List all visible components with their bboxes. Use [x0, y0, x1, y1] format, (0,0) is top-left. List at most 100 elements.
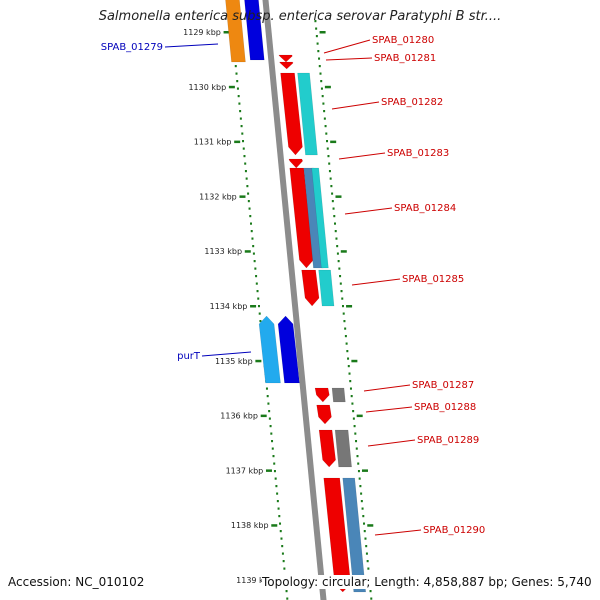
right-tick — [344, 335, 347, 338]
right-tick — [316, 42, 319, 45]
left-major-tick — [250, 305, 257, 308]
right-tick — [339, 282, 342, 285]
right-tick — [358, 477, 361, 480]
genome-title: Salmonella enterica subsp. enterica sero… — [98, 9, 502, 24]
kbp-label: 1136 kbp — [220, 412, 258, 421]
label-leader-line — [323, 39, 371, 54]
right-tick — [333, 215, 336, 218]
left-tick — [259, 320, 262, 323]
left-tick — [279, 530, 282, 533]
right-tick — [353, 425, 356, 428]
gene-spab-01285-alt — [318, 269, 335, 307]
left-tick — [272, 455, 275, 458]
right-tick — [332, 207, 335, 210]
gene-spab-01282-alt — [297, 72, 318, 156]
left-tick — [249, 215, 252, 218]
right-tick — [321, 95, 324, 98]
left-tick — [244, 162, 247, 165]
right-tick — [355, 447, 358, 450]
left-tick — [265, 387, 268, 390]
right-tick — [357, 470, 360, 473]
gene-label: SPAB_01290 — [423, 525, 485, 536]
kbp-labels: 1129 kbp 1130 kbp 1131 kbp 1132 kbp 1133 kbp… — [183, 28, 274, 585]
kbp-label: 1133 kbp — [204, 247, 242, 256]
right-tick — [337, 260, 340, 263]
right-tick — [352, 410, 355, 413]
gene-spab-01279 — [225, 0, 246, 63]
right-tick — [370, 597, 373, 600]
left-tick — [234, 65, 237, 68]
gene-spab-01287 — [314, 387, 330, 403]
right-tick — [317, 50, 320, 53]
right-tick — [323, 117, 326, 120]
left-tick — [251, 237, 254, 240]
right-tick — [330, 185, 333, 188]
left-tick — [276, 500, 279, 503]
right-tick — [345, 342, 348, 345]
right-tick — [328, 170, 331, 173]
right-tick — [315, 35, 318, 38]
right-tick — [320, 87, 323, 90]
left-major-tick — [260, 414, 267, 418]
genes — [225, 0, 367, 593]
kbp-label: 1138 kbp — [231, 521, 269, 530]
right-tick — [362, 515, 365, 518]
kbp-label: 1131 kbp — [194, 138, 232, 147]
kbp-label: 1139 kbp — [236, 576, 274, 585]
label-leader-line — [367, 439, 416, 447]
left-tick — [280, 537, 283, 540]
gene-label: SPAB_01281 — [374, 53, 436, 64]
right-tick — [336, 245, 339, 248]
right-tick — [326, 147, 329, 150]
right-tick — [325, 132, 328, 135]
right-tick — [335, 237, 338, 240]
right-tick — [349, 380, 352, 383]
right-tick — [346, 350, 349, 353]
gene-spab-01283 — [288, 158, 304, 169]
left-tick — [242, 147, 245, 150]
left-tick — [273, 462, 276, 465]
right-tick — [365, 545, 368, 548]
left-major-tick — [228, 85, 235, 89]
label-leader-line — [331, 101, 380, 110]
left-tick — [266, 395, 269, 398]
left-tick — [240, 125, 243, 128]
gene-labels: SPAB_01280 SPAB_01281 SPAB_01282 SPAB_01283… — [101, 35, 486, 536]
gene-spab-01280 — [278, 54, 293, 63]
gene-spab-01281 — [279, 61, 294, 70]
right-tick — [331, 192, 334, 195]
left-tick — [275, 485, 278, 488]
right-major-tick — [346, 305, 353, 308]
left-tick — [257, 297, 260, 300]
gene-spab-01284-alt2 — [311, 167, 329, 269]
left-tick — [270, 432, 273, 435]
right-tick — [339, 275, 342, 278]
kbp-label: 1135 kbp — [215, 357, 253, 366]
left-tick — [256, 290, 259, 293]
left-tick — [255, 282, 258, 285]
gene-spab-01282 — [280, 72, 303, 156]
left-tick — [257, 305, 260, 308]
left-tick — [237, 95, 240, 98]
left-tick — [245, 177, 248, 180]
left-tick — [250, 222, 253, 225]
left-tick — [252, 245, 255, 248]
right-tick — [319, 72, 322, 75]
right-tick — [329, 177, 332, 180]
left-tick — [244, 170, 247, 173]
right-tick — [351, 402, 354, 405]
genome-summary: Topology: circular; Length: 4,858,887 bp… — [262, 575, 592, 589]
gene-spab-01279-alt — [244, 0, 265, 61]
left-tick — [278, 515, 281, 518]
right-tick — [355, 440, 358, 443]
gene-label: SPAB_01289 — [417, 435, 479, 446]
right-major-tick — [356, 414, 363, 418]
right-tick — [354, 432, 357, 435]
gene-label: SPAB_01283 — [387, 148, 449, 159]
left-major-tick — [223, 31, 230, 34]
left-tick — [255, 275, 258, 278]
gene-purt-alt — [258, 315, 281, 384]
left-tick — [248, 207, 251, 210]
left-tick — [236, 80, 239, 83]
right-tick — [363, 522, 366, 525]
